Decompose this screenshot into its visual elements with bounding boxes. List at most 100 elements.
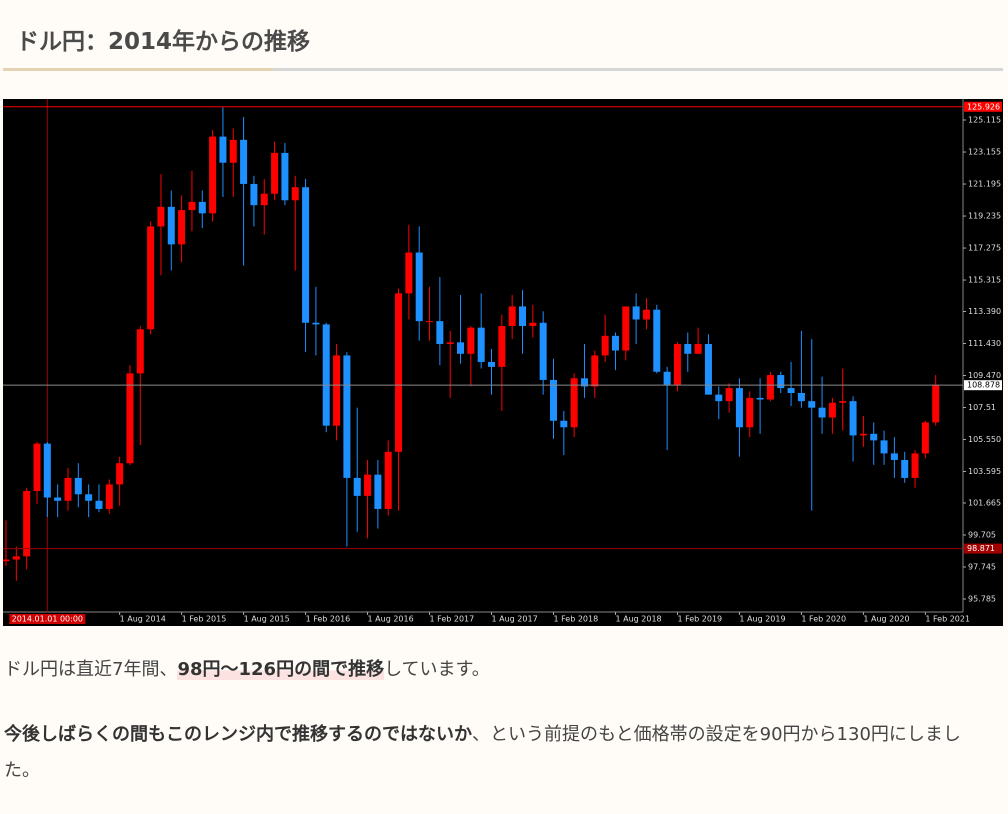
cursor-label: 2014.01.01 00:00 — [12, 615, 83, 624]
candle-body — [704, 343, 712, 395]
y-tick-label: 111.430 — [968, 339, 1001, 348]
candle-body — [364, 474, 372, 496]
candle-body — [570, 378, 578, 428]
x-tick-label: 1 Feb 2017 — [430, 615, 475, 624]
x-tick-label: 1 Aug 2016 — [368, 615, 414, 624]
candle-body — [322, 324, 330, 426]
candle-body — [880, 440, 888, 454]
candle-body — [147, 226, 155, 330]
candle-body — [33, 443, 41, 491]
candle-body — [229, 139, 237, 163]
x-tick-label: 1 Feb 2021 — [925, 615, 970, 624]
candle-body — [3, 559, 10, 562]
y-tick-label: 101.665 — [968, 498, 1001, 507]
candle-body — [105, 484, 113, 509]
candle-body — [85, 494, 93, 501]
candle-body — [333, 355, 341, 426]
candle-body — [529, 322, 537, 327]
candle-body — [839, 401, 847, 403]
candle-body — [859, 433, 867, 436]
candle-body — [291, 187, 299, 201]
candle-body — [426, 321, 434, 323]
y-tick-label: 119.235 — [968, 212, 1001, 221]
candle-body — [498, 326, 506, 367]
candle-body — [167, 206, 175, 245]
candle-body — [198, 201, 206, 214]
candle-body — [849, 401, 857, 436]
x-tick-label: 1 Aug 2017 — [492, 615, 538, 624]
candle-body — [64, 477, 72, 501]
candle-body — [415, 252, 423, 322]
candle-body — [353, 477, 361, 496]
x-tick-label: 1 Feb 2019 — [677, 615, 722, 624]
candle-body — [74, 477, 82, 495]
level-label: 108.878 — [967, 381, 1000, 390]
candle-body — [209, 136, 217, 214]
candle-body — [23, 490, 31, 557]
candle-body — [457, 342, 465, 354]
y-tick-label: 97.745 — [968, 563, 996, 572]
y-tick-label: 109.470 — [968, 371, 1001, 380]
candle-body — [54, 497, 62, 501]
x-tick-label: 1 Aug 2015 — [244, 615, 290, 624]
candle-body — [725, 388, 733, 402]
candle-body — [12, 556, 20, 560]
candle-body — [157, 206, 165, 227]
level-tag — [964, 380, 1002, 391]
x-tick-label: 1 Feb 2015 — [182, 615, 227, 624]
candle-body — [519, 306, 526, 327]
emphasis: 98円～126円の間で推移 — [177, 659, 385, 680]
emphasis: 今後しばらくの間もこのレンジ内で推移するのではないか — [4, 724, 472, 745]
candle-body — [436, 321, 444, 344]
candle-body — [591, 355, 599, 387]
candle-body — [549, 379, 557, 421]
candle-body — [343, 355, 351, 478]
y-tick-label: 103.595 — [968, 467, 1001, 476]
candle-body — [694, 343, 702, 354]
candlestick-chart: 95.785 97.745 99.705 101.665 103.595 105.550 1… — [3, 99, 1003, 626]
x-tick-label: 1 Feb 2020 — [801, 615, 846, 624]
candle-body — [446, 342, 454, 344]
candle-body — [271, 152, 279, 194]
paragraph: 今後しばらくの間もこのレンジ内で推移するのではないか、という前提のもと価格帯の設… — [4, 717, 994, 789]
candle-body — [787, 388, 795, 393]
candle-body — [601, 335, 609, 356]
candle-body — [684, 343, 692, 354]
candle-body — [611, 335, 619, 351]
candle-body — [818, 407, 826, 418]
candle-body — [663, 371, 671, 385]
y-tick-label: 115.315 — [968, 276, 1001, 285]
y-tick-label: 99.705 — [968, 530, 996, 539]
candle-body — [302, 187, 310, 323]
article-heading: ドル円：2014年からの推移 — [16, 29, 311, 55]
candle-body — [126, 373, 134, 464]
heading-rule — [3, 68, 1003, 71]
candle-body — [477, 327, 485, 362]
candle-body — [580, 378, 588, 387]
y-tick-label: 117.275 — [968, 244, 1001, 253]
candle-body — [178, 210, 186, 245]
candle-body — [766, 375, 774, 400]
candle-body — [312, 322, 320, 325]
candle-body — [756, 397, 764, 400]
y-tick-label: 123.155 — [968, 148, 1001, 157]
text: ドル円は直近7年間、 — [4, 659, 178, 680]
candle-body — [622, 306, 630, 351]
candle-body — [405, 252, 413, 294]
candle-body — [374, 474, 382, 509]
candle-body — [653, 309, 661, 372]
candle-body — [828, 402, 836, 418]
y-tick-label: 107.51 — [968, 403, 996, 412]
x-tick-label: 1 Feb 2018 — [553, 615, 598, 624]
candle-body — [95, 500, 103, 509]
candle-body — [808, 401, 816, 408]
candle-body — [560, 420, 568, 428]
text: しています。 — [384, 659, 490, 680]
candle-body — [539, 322, 547, 380]
candle-body — [240, 139, 248, 184]
candle-body — [911, 453, 919, 478]
cursor-tag — [9, 614, 86, 624]
candle-body — [219, 136, 227, 163]
candle-body — [384, 451, 392, 509]
y-tick-label: 113.390 — [968, 307, 1001, 316]
